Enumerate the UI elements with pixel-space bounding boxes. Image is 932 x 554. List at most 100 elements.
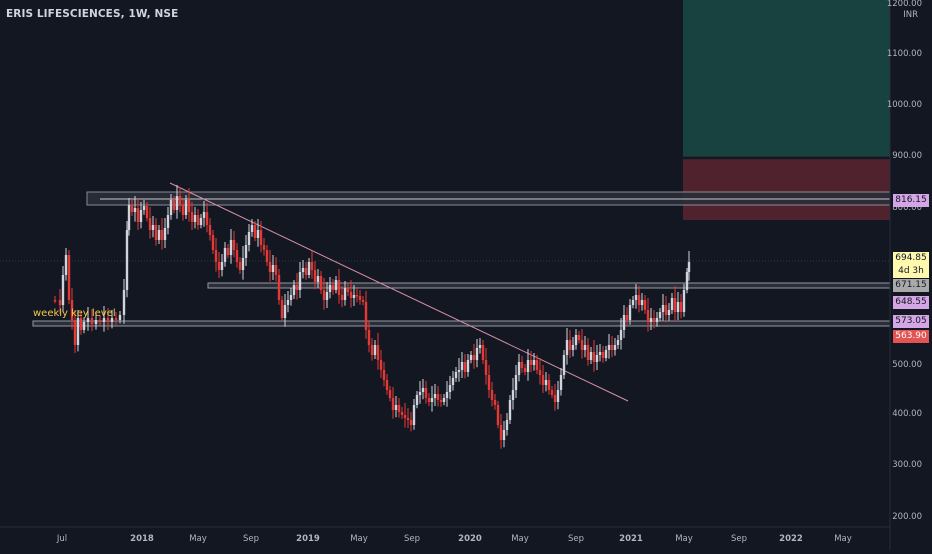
candle [67, 255, 71, 300]
candle [595, 355, 599, 362]
time-axis-label: 2022 [779, 534, 803, 544]
candle [277, 275, 281, 300]
candle [610, 345, 614, 350]
candle [232, 240, 236, 250]
candle [601, 352, 605, 358]
candle [502, 430, 506, 440]
candle [400, 412, 404, 415]
candle [559, 375, 563, 390]
candle [145, 206, 149, 218]
candle [499, 425, 503, 440]
time-axis-label: 2019 [296, 534, 320, 544]
candle [538, 370, 542, 375]
candle [403, 415, 407, 418]
price-axis-label: 500.00 [892, 360, 922, 370]
candle [328, 285, 332, 292]
candle [436, 394, 440, 400]
candle [508, 400, 512, 420]
time-axis-label: 2021 [619, 534, 643, 544]
candle [102, 318, 106, 322]
candle [550, 390, 554, 395]
candle [271, 265, 275, 272]
candle [439, 400, 443, 402]
candle [235, 250, 239, 262]
candle [154, 225, 158, 240]
candle [265, 250, 269, 262]
candle [382, 370, 386, 380]
price-axis-label: 1100.00 [887, 49, 922, 59]
candle [472, 355, 476, 360]
candle [211, 235, 215, 250]
candle [427, 398, 431, 402]
candle [568, 340, 572, 350]
price-tag: 4d 3h [893, 265, 929, 278]
candle [592, 352, 596, 362]
time-axis-label: May [350, 534, 368, 544]
candle [289, 295, 293, 300]
candle [442, 398, 446, 402]
price-axis-label: 1000.00 [887, 100, 922, 110]
candle [292, 285, 296, 295]
candle [358, 296, 362, 300]
candle [673, 298, 677, 312]
candle [652, 318, 656, 322]
candle [493, 400, 497, 405]
price-tag: 648.55 [893, 296, 929, 309]
candle [79, 318, 83, 330]
candle [334, 280, 338, 290]
time-axis-label: Sep [568, 534, 584, 544]
candle [307, 262, 311, 275]
candle [448, 385, 452, 392]
candle [352, 295, 356, 298]
candle [457, 370, 461, 372]
time-axis-label: Sep [731, 534, 747, 544]
candle [631, 300, 635, 305]
candle [640, 300, 644, 305]
time-axis-label: May [675, 534, 693, 544]
candle [469, 355, 473, 360]
candle [589, 352, 593, 360]
candle [259, 230, 263, 245]
candle [466, 360, 470, 372]
price-axis-label: 400.00 [892, 409, 922, 419]
candle [220, 262, 224, 270]
candle [364, 302, 368, 330]
candle [214, 250, 218, 262]
symbol-header[interactable]: ERIS LIFESCIENCES, 1W, NSE [6, 8, 179, 20]
candle [346, 288, 350, 292]
candle [481, 345, 485, 360]
candle [418, 392, 422, 395]
weekly-key-level-label[interactable]: weekly key level [33, 308, 116, 319]
candle [598, 352, 602, 355]
trendline[interactable] [169, 182, 629, 402]
candle [98, 320, 102, 322]
candle [157, 230, 161, 240]
price-axis-label: 900.00 [892, 151, 922, 161]
price-axis-label: 800.00 [892, 203, 922, 213]
candle [646, 310, 650, 322]
target-zone[interactable] [683, 0, 890, 157]
candle [388, 390, 392, 398]
stop-zone[interactable] [683, 159, 890, 221]
time-axis-label: 2018 [130, 534, 154, 544]
time-axis-label: May [511, 534, 529, 544]
candle [247, 232, 251, 245]
candle [484, 360, 488, 375]
price-axis-label: 1200.00 [887, 0, 922, 9]
candle [523, 368, 527, 372]
time-axis-label: Sep [243, 534, 259, 544]
candle [142, 206, 146, 210]
candle [151, 225, 155, 230]
level-band-671[interactable] [207, 282, 891, 289]
candle [670, 298, 674, 310]
candle [169, 200, 173, 215]
candle [208, 225, 212, 235]
candle [133, 208, 137, 212]
candle [136, 208, 140, 222]
price-tag: 694.85 [893, 252, 929, 265]
candle [325, 292, 329, 300]
candle [331, 285, 335, 290]
candle [517, 362, 521, 375]
